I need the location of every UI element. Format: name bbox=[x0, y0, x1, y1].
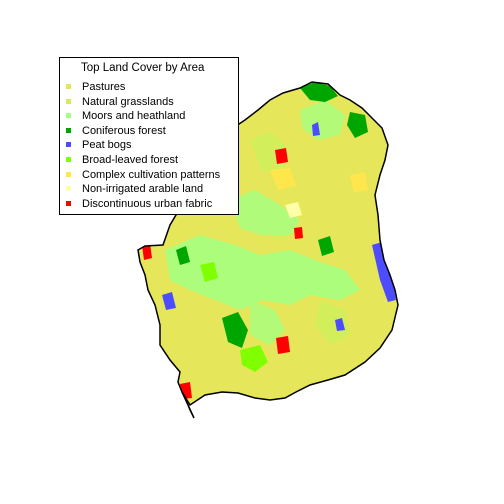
legend-label: Coniferous forest bbox=[82, 124, 166, 137]
coniferous-forest-area bbox=[347, 112, 368, 138]
coniferous-forest-area bbox=[318, 236, 334, 256]
legend-label: Moors and heathland bbox=[82, 110, 186, 123]
peat-bogs-area bbox=[312, 122, 320, 136]
urban-fabric-area bbox=[275, 148, 288, 164]
broad-leaved-forest-area bbox=[240, 345, 268, 372]
legend-swatch bbox=[66, 157, 71, 162]
peat-bogs-area bbox=[372, 242, 396, 302]
urban-fabric-area bbox=[276, 336, 290, 354]
estuary-outline bbox=[181, 391, 195, 419]
complex-cultivation-area bbox=[270, 168, 296, 190]
legend-swatch bbox=[66, 84, 71, 89]
legend-swatch bbox=[66, 142, 71, 148]
complex-cultivation-area bbox=[350, 172, 368, 192]
moors-heathland-area bbox=[230, 190, 300, 235]
broad-leaved-forest-area bbox=[200, 262, 218, 282]
legend-swatch bbox=[66, 98, 71, 104]
urban-fabric-area bbox=[163, 373, 171, 386]
moors-heathland-area bbox=[250, 300, 285, 345]
legend-label: Non-irrigated arable land bbox=[82, 183, 204, 196]
region-outline bbox=[137, 81, 399, 407]
map-legend: Top Land Cover by Area Pastures Natural g… bbox=[59, 57, 239, 215]
urban-fabric-area bbox=[142, 243, 152, 260]
moors-heathland-area bbox=[300, 100, 345, 140]
coniferous-forest-area bbox=[300, 82, 338, 102]
legend-label: Peat bogs bbox=[82, 139, 132, 152]
legend-swatch bbox=[66, 200, 71, 206]
legend-swatch bbox=[66, 171, 71, 177]
coniferous-forest-area bbox=[222, 312, 248, 348]
moors-heathland-area bbox=[165, 235, 360, 310]
arable-land-area bbox=[285, 202, 302, 218]
coniferous-forest-area bbox=[176, 246, 190, 265]
legend-label: Pastures bbox=[82, 81, 126, 93]
peat-bogs-area bbox=[162, 292, 176, 310]
legend-label: Complex cultivation patterns bbox=[82, 168, 221, 181]
legend-label: Discontinuous urban fabric bbox=[82, 197, 213, 210]
legend-swatch bbox=[66, 113, 71, 119]
peat-bogs-area bbox=[335, 318, 345, 331]
legend-title: Top Land Cover by Area bbox=[81, 62, 205, 74]
legend-swatch bbox=[66, 186, 71, 192]
legend-label: Natural grasslands bbox=[82, 95, 174, 108]
legend-swatch bbox=[66, 127, 71, 133]
legend-label: Broad-leaved forest bbox=[82, 154, 178, 166]
urban-fabric-area bbox=[294, 227, 303, 239]
natural-grasslands-area bbox=[315, 300, 350, 345]
